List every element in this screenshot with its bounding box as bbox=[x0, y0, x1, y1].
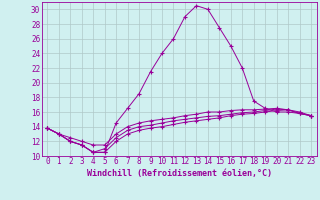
X-axis label: Windchill (Refroidissement éolien,°C): Windchill (Refroidissement éolien,°C) bbox=[87, 169, 272, 178]
